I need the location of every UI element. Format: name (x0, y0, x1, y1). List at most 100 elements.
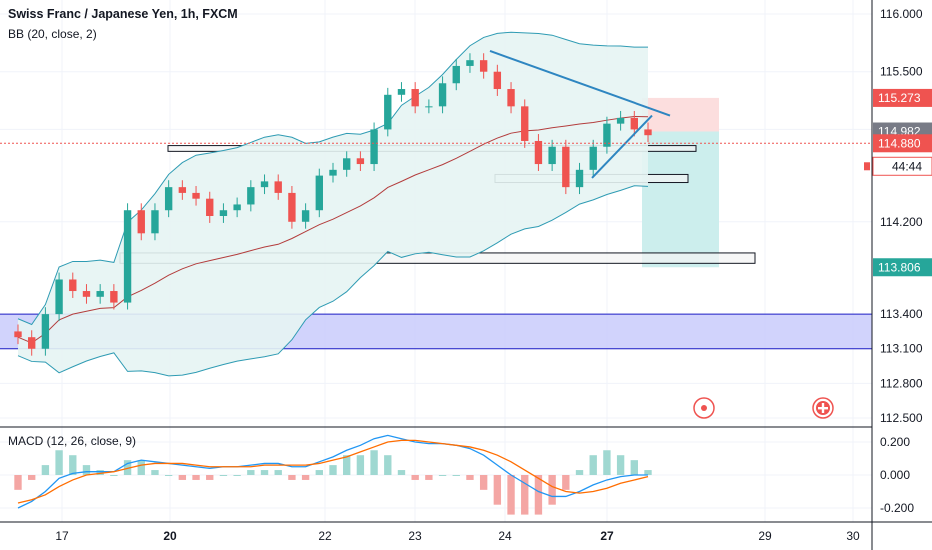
ascending-trendline[interactable] (591, 114, 653, 179)
candle (411, 82, 419, 114)
candle (96, 284, 104, 304)
candle-body (589, 146, 597, 170)
price-tick-label: 112.800 (880, 376, 923, 390)
trendlines[interactable] (0, 49, 872, 179)
macd-histogram-bar (534, 475, 543, 515)
candle-body (192, 192, 200, 199)
macd-histogram-bar (356, 455, 365, 475)
macd-histogram-bar (479, 475, 488, 490)
macd-tick-label: 0.000 (880, 468, 910, 482)
candle-body (110, 291, 118, 303)
candle (370, 122, 378, 171)
price-tick-label: 116.000 (880, 7, 923, 21)
candle (14, 324, 22, 345)
chart-title: Swiss Franc / Japanese Yen, 1h, FXCM (8, 7, 238, 21)
candle-body (96, 291, 104, 297)
candle (219, 203, 228, 223)
macd-line (17, 434, 648, 509)
candle-body (479, 60, 488, 72)
bb-lower-band (17, 185, 649, 377)
candle (123, 203, 132, 310)
candle (41, 307, 50, 356)
macd-histogram-bar (55, 450, 63, 475)
bb-basis (17, 115, 649, 344)
event-dot-core (701, 405, 707, 411)
candle (589, 139, 597, 177)
candle (151, 203, 159, 241)
macd-histogram-bar (548, 475, 556, 505)
macd-histogram-bar (206, 475, 214, 480)
candle-body (233, 204, 241, 211)
candle-body (178, 187, 187, 193)
price-tick-label: 114.200 (880, 215, 923, 229)
candle (137, 203, 145, 241)
candle-body (630, 117, 638, 130)
time-tick-label: 22 (318, 529, 332, 543)
macd-histogram-bar (370, 450, 378, 475)
candle-body (548, 146, 556, 165)
time-tick-label: 29 (758, 529, 772, 543)
candle-body (69, 279, 77, 292)
time-tick-label: 30 (846, 529, 860, 543)
add-alert-icon[interactable] (812, 397, 834, 419)
event-dot-icon[interactable] (693, 397, 715, 419)
candle-body (41, 314, 50, 349)
candle-body (28, 337, 36, 349)
macd-histogram-bar (82, 465, 91, 475)
candle (466, 53, 474, 73)
candle (548, 139, 556, 171)
chart-icons[interactable] (693, 397, 834, 419)
candle (274, 174, 282, 200)
candle-body (534, 140, 543, 165)
countdown-badge-text: 44:44 (892, 159, 922, 173)
take-profit-area[interactable] (642, 131, 719, 268)
candle-body (644, 129, 652, 136)
candle-body (288, 192, 296, 222)
candle-body (438, 83, 447, 107)
candle-body (274, 181, 282, 193)
macd-histogram-bar (493, 475, 502, 505)
macd-histogram-bar (425, 475, 433, 480)
stop-loss-area[interactable] (642, 97, 719, 132)
macd-histogram-bar (521, 475, 529, 515)
macd-histogram-bar (274, 470, 282, 475)
macd-histogram-bar (384, 455, 392, 475)
macd-histogram-bar (329, 465, 337, 475)
target-price-badge-text: 113.806 (878, 260, 921, 274)
macd-histogram-bar (589, 455, 597, 475)
candle-body (411, 89, 419, 107)
candle (397, 82, 406, 102)
candle (233, 197, 241, 218)
candle-body (301, 210, 310, 222)
plus-v (821, 403, 825, 413)
candle (452, 59, 460, 91)
current-price-badge (873, 134, 932, 153)
candle (479, 53, 488, 79)
macd-histogram-bar (397, 470, 406, 475)
bb-indicator-label[interactable]: BB (20, close, 2) (8, 27, 97, 41)
macd-histogram-bar (178, 475, 187, 480)
macd-histogram-bar (137, 460, 145, 475)
descending-trendline[interactable] (489, 49, 671, 117)
candle (69, 272, 77, 298)
macd-histogram-bar (288, 475, 296, 480)
candle (192, 185, 200, 206)
candle-body (356, 158, 365, 165)
macd-histogram-bar (219, 475, 228, 476)
candle (616, 110, 625, 131)
candle-body (370, 129, 378, 165)
price-tick-label: 115.500 (880, 65, 923, 79)
macd-indicator-label[interactable]: MACD (12, 26, close, 9) (8, 434, 137, 448)
macd-histogram-bar (562, 475, 570, 490)
bollinger-bands (17, 31, 649, 377)
candle (562, 139, 570, 195)
candle-body (384, 94, 392, 130)
bb-fill (18, 32, 648, 376)
macd-pane (0, 426, 872, 515)
candle-body (206, 198, 214, 216)
candle (82, 284, 91, 304)
candle (507, 82, 515, 114)
